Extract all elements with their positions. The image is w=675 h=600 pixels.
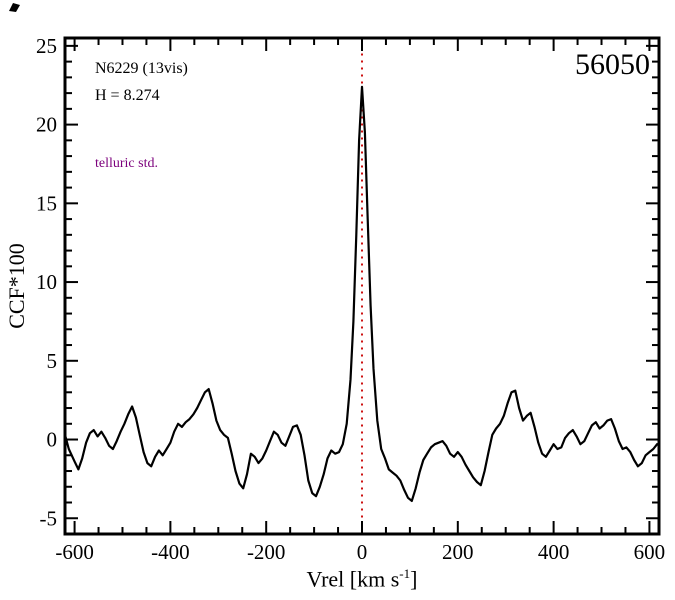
x-tick-label: -600 bbox=[55, 540, 94, 564]
x-axis-title-close: ] bbox=[410, 566, 418, 592]
x-axis-title-sup: -1 bbox=[399, 566, 411, 581]
x-tick-label: 0 bbox=[357, 540, 368, 564]
y-tick-label: 5 bbox=[47, 349, 58, 373]
h-magnitude-label: H = 8.274 bbox=[95, 87, 160, 104]
y-tick-label: 25 bbox=[36, 34, 57, 58]
y-tick-label: 15 bbox=[36, 191, 57, 215]
x-tick-label: -400 bbox=[151, 540, 190, 564]
telluric-std-label: telluric std. bbox=[95, 156, 158, 171]
mjd-label: 56050 bbox=[575, 48, 650, 81]
target-label: N6229 (13vis) bbox=[95, 60, 188, 77]
x-axis-title-main: Vrel [km s bbox=[306, 566, 400, 592]
y-tick-label: -5 bbox=[40, 506, 58, 530]
x-tick-label: -200 bbox=[247, 540, 286, 564]
x-tick-label: 200 bbox=[442, 540, 474, 564]
y-tick-label: 0 bbox=[47, 428, 58, 452]
corner-mark bbox=[9, 3, 20, 12]
ccf-curve bbox=[63, 85, 659, 502]
y-tick-label: 10 bbox=[36, 270, 57, 294]
y-tick-label: 20 bbox=[36, 113, 57, 137]
x-tick-label: 400 bbox=[538, 540, 570, 564]
y-axis-title: CCF*100 bbox=[4, 243, 29, 329]
x-axis-title: Vrel [km s-1] bbox=[162, 566, 562, 592]
x-tick-label: 600 bbox=[634, 540, 666, 564]
